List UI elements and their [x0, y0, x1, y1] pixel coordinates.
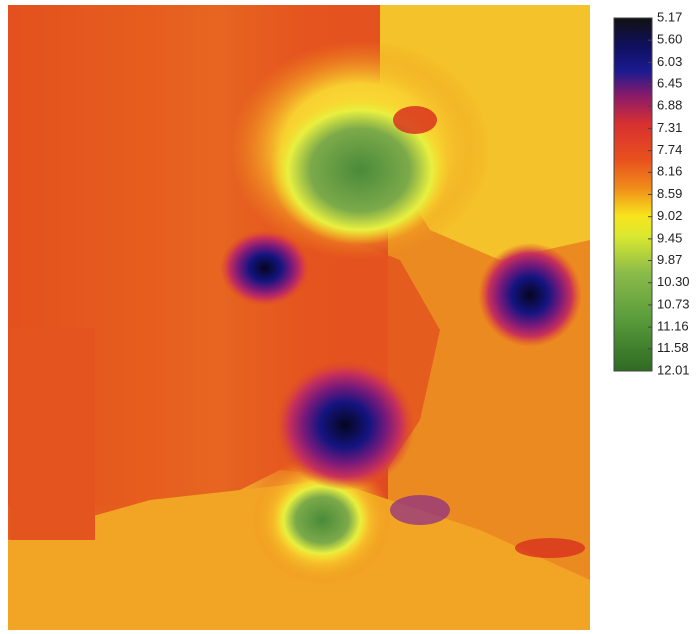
tick-label: 9.02 — [657, 208, 682, 223]
tick-label: 9.87 — [657, 252, 682, 267]
tick-label: 9.45 — [657, 230, 682, 245]
tick-label: 11.58 — [657, 340, 689, 355]
tick-label: 7.74 — [657, 142, 682, 157]
colorbar — [614, 18, 652, 371]
tick-label: 6.88 — [657, 98, 682, 113]
tick-label: 6.03 — [657, 54, 682, 69]
tick-label: 5.17 — [657, 9, 682, 24]
tick-label: 10.30 — [657, 274, 690, 289]
tick-label: 8.16 — [657, 164, 682, 179]
tick-label: 6.45 — [657, 75, 682, 90]
tick-label: 11.16 — [657, 319, 689, 334]
tick-label: 12.01 — [657, 362, 690, 377]
tick-label: 10.73 — [657, 296, 690, 311]
tick-label: 8.59 — [657, 186, 682, 201]
tick-label: 7.31 — [657, 120, 682, 135]
map-figure: 5.17 5.60 6.03 6.45 6.88 7.31 7.74 8.16 8.59 9.02… — [0, 0, 696, 634]
map — [8, 5, 590, 630]
tick-label: 5.60 — [657, 32, 682, 47]
